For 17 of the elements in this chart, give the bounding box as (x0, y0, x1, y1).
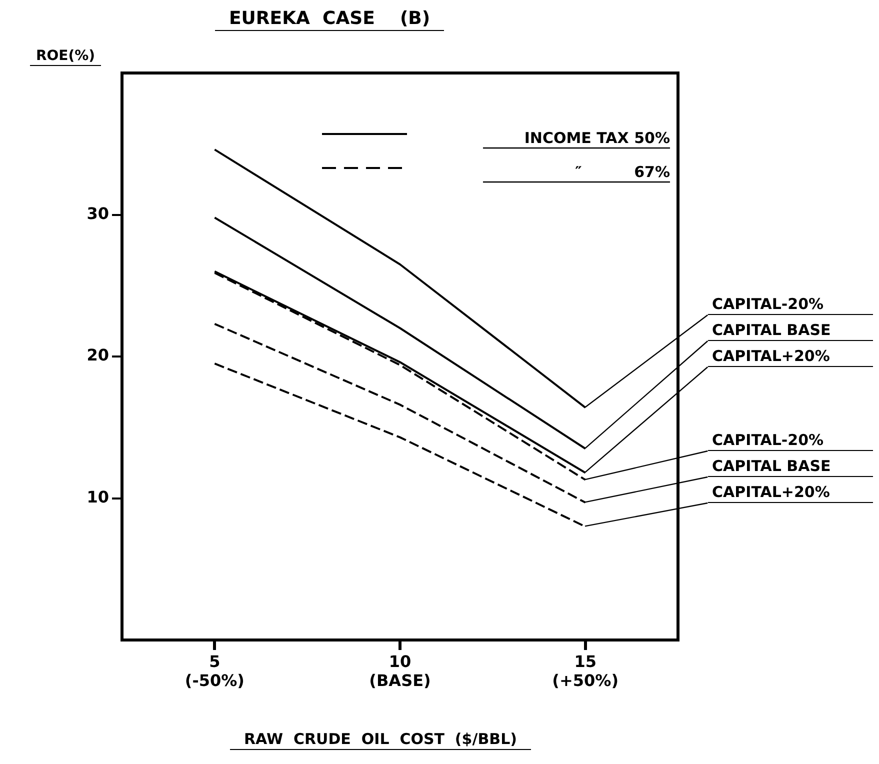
text: CAPITAL BASE (708, 321, 873, 342)
annotation: ″ 67% (575, 163, 670, 181)
x-tick-label: 5 (-50%) (184, 652, 244, 690)
text: CAPITAL+20% (708, 347, 873, 368)
x-axis-title: RAW CRUDE OIL COST ($/BBL) (230, 730, 531, 750)
annotation: INCOME TAX 50% (524, 129, 670, 147)
chart-title: EUREKA CASE (B) (215, 8, 444, 31)
y-tick-label: 30 (86, 204, 109, 223)
text: CAPITAL-20% (708, 431, 873, 452)
y-axis-title: ROE(%) (30, 48, 102, 66)
y-tick-label: 10 (86, 487, 109, 506)
x-tick-label: 10 (BASE) (369, 652, 431, 690)
text: CAPITAL-20% (708, 295, 873, 316)
y-tick-label: 20 (86, 346, 109, 365)
text: CAPITAL BASE (708, 457, 873, 478)
text: CAPITAL+20% (708, 483, 873, 504)
x-tick-label: 15 (+50%) (552, 652, 618, 690)
